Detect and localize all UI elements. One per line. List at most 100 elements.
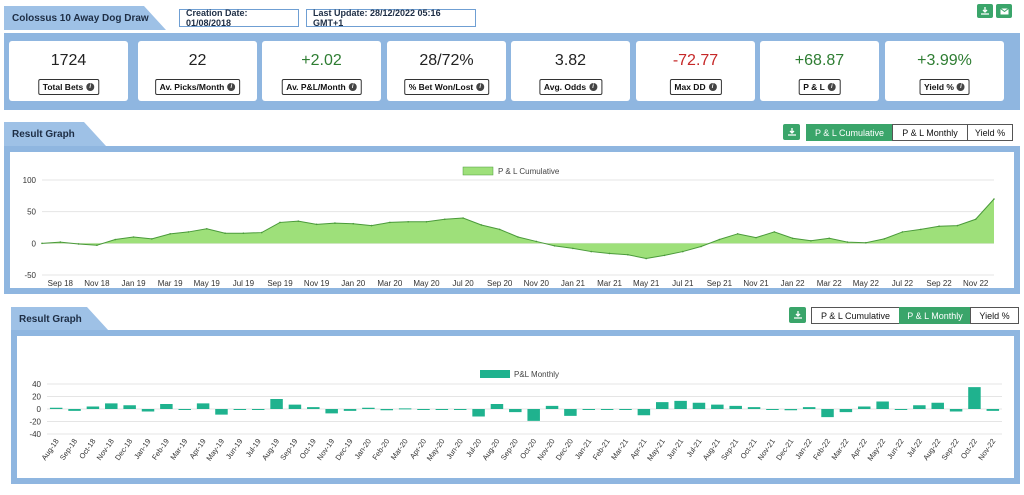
x-tick-label: Sep-21 — [719, 437, 740, 462]
x-tick-label: Sep 18 — [48, 279, 74, 288]
legend-swatch — [480, 370, 510, 378]
x-tick-label: Nov-19 — [315, 437, 336, 462]
x-tick-label: Jul 19 — [233, 279, 255, 288]
monthly-bar — [398, 408, 412, 410]
data-point — [407, 221, 409, 223]
y-tick-label: 0 — [37, 405, 42, 414]
x-tick-label: Sep 19 — [267, 279, 293, 288]
stat-label[interactable]: % Bet Won/Lost i — [403, 79, 490, 95]
y-tick-label: -50 — [24, 271, 36, 280]
x-tick-label: Mar-19 — [168, 437, 189, 462]
toggle-pl-monthly[interactable]: P & L Monthly — [892, 124, 968, 141]
chart-download-button[interactable] — [783, 124, 800, 140]
result-graph-title-2: Result Graph — [11, 307, 109, 331]
stat-value: +2.02 — [301, 52, 342, 69]
monthly-bar — [913, 405, 926, 409]
cumulative-graph-frame: -50 0 50 100 Sep 18 Nov 18 Jan 19 Mar 19 May 19 J… — [4, 146, 1020, 294]
stat-label[interactable]: Total Bets i — [37, 79, 100, 95]
stat-label-text: Av. P&L/Month — [286, 82, 346, 92]
monthly-bar — [600, 409, 614, 410]
stat-label-text: Max DD — [674, 82, 706, 92]
toggle-pl-cumulative-2[interactable]: P & L Cumulative — [811, 307, 900, 324]
stat-label[interactable]: Avg. Odds i — [538, 79, 603, 95]
x-tick-label: Aug-21 — [701, 437, 722, 462]
toggle-yield-2[interactable]: Yield % — [970, 307, 1019, 324]
data-point — [315, 223, 318, 226]
monthly-bar — [49, 407, 63, 409]
stat-label[interactable]: Av. P&L/Month i — [281, 79, 362, 95]
info-icon: i — [476, 83, 485, 91]
toggle-pl-cumulative[interactable]: P & L Cumulative — [806, 124, 893, 141]
x-tick-label: Sep-22 — [939, 437, 960, 462]
monthly-bar — [858, 406, 871, 409]
data-point — [151, 238, 153, 240]
monthly-bar — [766, 409, 779, 410]
x-tick-label: May 20 — [413, 279, 440, 288]
monthly-bar — [435, 409, 449, 410]
x-tick-label: May-21 — [645, 437, 667, 463]
data-point — [681, 250, 684, 253]
data-point — [41, 242, 43, 245]
data-point — [553, 245, 556, 247]
monthly-bar — [123, 405, 136, 409]
x-tick-label: Aug-19 — [260, 437, 281, 462]
monthly-bar — [729, 405, 742, 409]
x-tick-label: Mar 20 — [377, 279, 402, 288]
x-tick-label: Aug-20 — [480, 437, 501, 462]
chart-download-button-2[interactable] — [789, 307, 806, 323]
x-tick-label: Sep-19 — [278, 437, 299, 462]
data-point — [187, 231, 190, 233]
data-point — [974, 218, 977, 221]
data-point — [334, 222, 336, 224]
cumulative-area — [42, 199, 994, 259]
info-icon: i — [589, 83, 598, 91]
data-point — [883, 238, 885, 240]
monthly-bar — [949, 409, 963, 412]
monthly-bar — [68, 409, 81, 411]
data-point — [627, 253, 629, 256]
x-tick-label: Jun-19 — [224, 437, 245, 461]
x-tick-label: Jun-20 — [444, 437, 465, 461]
stat-card: 3.82 Avg. Odds i — [511, 41, 630, 101]
x-tick-label: May 21 — [633, 279, 660, 288]
monthly-bar — [141, 409, 155, 412]
monthly-bar — [86, 406, 100, 409]
data-point — [810, 240, 812, 242]
y-tick-label: 40 — [32, 380, 41, 389]
x-tick-label: Jan 22 — [781, 279, 806, 288]
data-point — [535, 240, 538, 243]
x-tick-label: Mar 22 — [817, 279, 842, 288]
stat-label[interactable]: Yield % i — [919, 79, 970, 95]
data-point — [370, 224, 373, 227]
x-tick-label: Jan 21 — [561, 279, 586, 288]
stat-label-text: Yield % — [924, 82, 954, 92]
download-button[interactable] — [977, 4, 993, 18]
email-button[interactable] — [996, 4, 1012, 18]
legend-label: P & L Cumulative — [498, 167, 560, 176]
toggle-pl-monthly-2[interactable]: P & L Monthly — [899, 307, 971, 324]
y-tick-label: 0 — [32, 239, 37, 248]
toggle-yield[interactable]: Yield % — [967, 124, 1013, 141]
monthly-bar — [472, 409, 485, 417]
x-tick-label: Mar 21 — [597, 279, 622, 288]
monthly-bar — [307, 407, 320, 409]
stat-label[interactable]: Av. Picks/Month i — [154, 79, 241, 95]
monthly-chart: -40-2002040Aug-18Sep-18Oct-18Nov-18Dec-1… — [29, 370, 1002, 463]
y-tick-label: 100 — [23, 176, 37, 185]
monthly-bar — [160, 404, 173, 409]
monthly-bar — [692, 402, 706, 409]
monthly-bar — [527, 409, 540, 421]
monthly-bar — [490, 404, 504, 409]
stat-label-text: P & L — [803, 82, 825, 92]
stat-value: 22 — [188, 52, 207, 69]
monthly-bar — [821, 409, 834, 418]
data-point — [608, 252, 611, 255]
monthly-bar — [894, 409, 908, 410]
data-point — [846, 241, 849, 243]
stat-card: 1724 Total Bets i — [9, 41, 128, 101]
cumulative-line — [41, 198, 995, 260]
stat-label[interactable]: Max DD i — [669, 79, 722, 95]
data-point — [77, 243, 80, 245]
x-tick-label: Feb-19 — [150, 437, 171, 462]
